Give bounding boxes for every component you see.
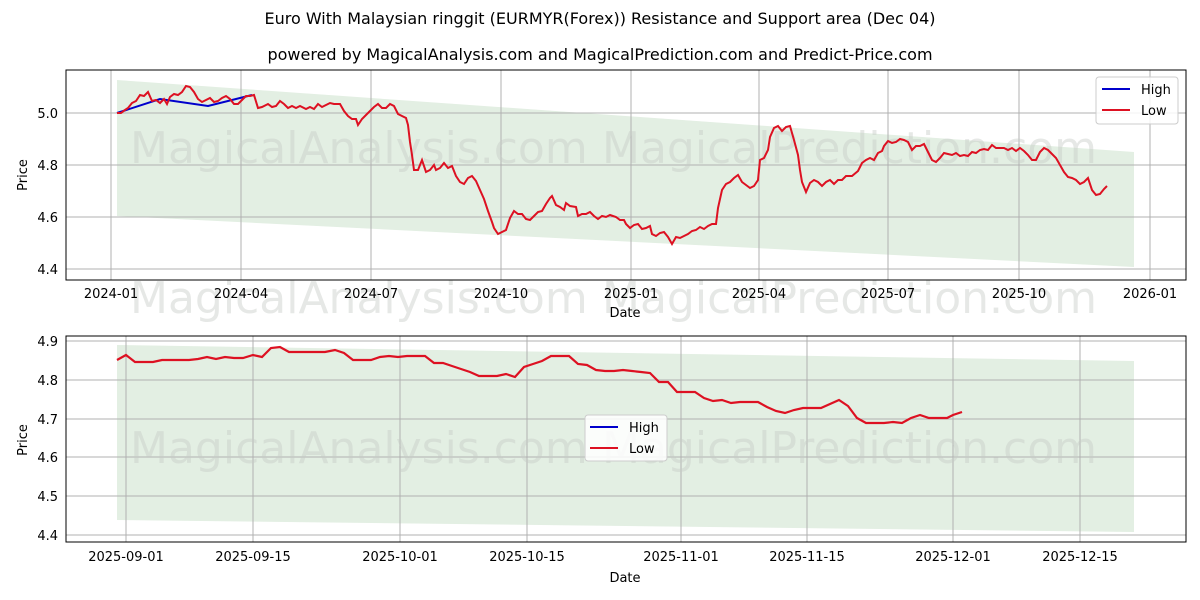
bottom-legend: High Low	[584, 414, 668, 462]
chart-title: Euro With Malaysian ringgit (EURMYR(Fore…	[264, 9, 936, 28]
legend-high-label: High	[629, 421, 659, 436]
bottom-chart: MagicalAnalysis.com MagicalPrediction.co…	[16, 335, 1187, 586]
bottom-x-ticks: 2025-09-01 2025-09-15 2025-10-01 2025-10…	[88, 550, 1118, 565]
legend-low-label: Low	[1141, 104, 1167, 119]
x-tick-label: 2025-07	[861, 287, 915, 302]
bottom-y-axis-label: Price	[16, 424, 31, 456]
y-tick-label: 4.4	[37, 263, 58, 278]
y-tick-label: 4.5	[37, 490, 58, 505]
top-y-axis-label: Price	[16, 159, 31, 191]
x-tick-label: 2025-12-01	[915, 550, 991, 565]
top-legend: High Low	[1095, 76, 1179, 125]
x-tick-label: 2024-01	[84, 287, 138, 302]
watermark-text: MagicalPrediction.com	[602, 423, 1097, 474]
x-tick-label: 2025-09-01	[88, 550, 164, 565]
y-tick-label: 5.0	[37, 107, 58, 122]
x-tick-label: 2024-10	[474, 287, 528, 302]
chart-subtitle: powered by MagicalAnalysis.com and Magic…	[267, 45, 933, 64]
y-tick-label: 4.4	[37, 529, 58, 544]
x-tick-label: 2025-10	[992, 287, 1046, 302]
x-tick-label: 2024-07	[344, 287, 398, 302]
top-low-line	[117, 84, 1108, 247]
x-tick-label: 2025-10-01	[362, 550, 438, 565]
watermark-text: MagicalPrediction.com	[602, 123, 1097, 174]
x-tick-label: 2026-01	[1123, 287, 1177, 302]
bottom-axes-frame	[65, 335, 1187, 543]
top-chart: MagicalAnalysis.com MagicalPrediction.co…	[16, 69, 1187, 324]
bottom-low-line	[116, 345, 963, 425]
x-tick-label: 2025-01	[604, 287, 658, 302]
y-tick-label: 4.6	[37, 451, 58, 466]
watermark-text: MagicalPrediction.com	[602, 273, 1097, 324]
top-grid	[66, 70, 1186, 280]
x-tick-label: 2025-04	[732, 287, 786, 302]
y-tick-label: 4.7	[37, 413, 58, 428]
top-x-ticks: 2024-01 2024-04 2024-07 2024-10 2025-01 …	[84, 287, 1177, 302]
legend-high-label: High	[1141, 83, 1171, 98]
watermark-text: MagicalAnalysis.com	[130, 123, 588, 174]
x-tick-label: 2025-09-15	[215, 550, 291, 565]
watermark-text: MagicalAnalysis.com	[130, 273, 588, 324]
top-y-ticks: 5.0 4.8 4.6 4.4	[37, 107, 58, 278]
y-tick-label: 4.8	[37, 159, 58, 174]
top-x-axis-label: Date	[609, 306, 640, 321]
x-tick-label: 2025-11-15	[769, 550, 845, 565]
bottom-grid	[66, 336, 1186, 542]
bottom-y-ticks: 4.9 4.8 4.7 4.6 4.5 4.4	[37, 335, 58, 544]
y-tick-label: 4.6	[37, 211, 58, 226]
y-tick-label: 4.9	[37, 335, 58, 350]
bottom-x-axis-label: Date	[609, 571, 640, 586]
legend-low-label: Low	[629, 442, 655, 457]
x-tick-label: 2024-04	[214, 287, 268, 302]
x-tick-label: 2025-11-01	[643, 550, 719, 565]
watermark-text: MagicalAnalysis.com	[130, 423, 588, 474]
y-tick-label: 4.8	[37, 374, 58, 389]
x-tick-label: 2025-10-15	[489, 550, 565, 565]
top-axes-frame	[65, 69, 1187, 281]
x-tick-label: 2025-12-15	[1042, 550, 1118, 565]
